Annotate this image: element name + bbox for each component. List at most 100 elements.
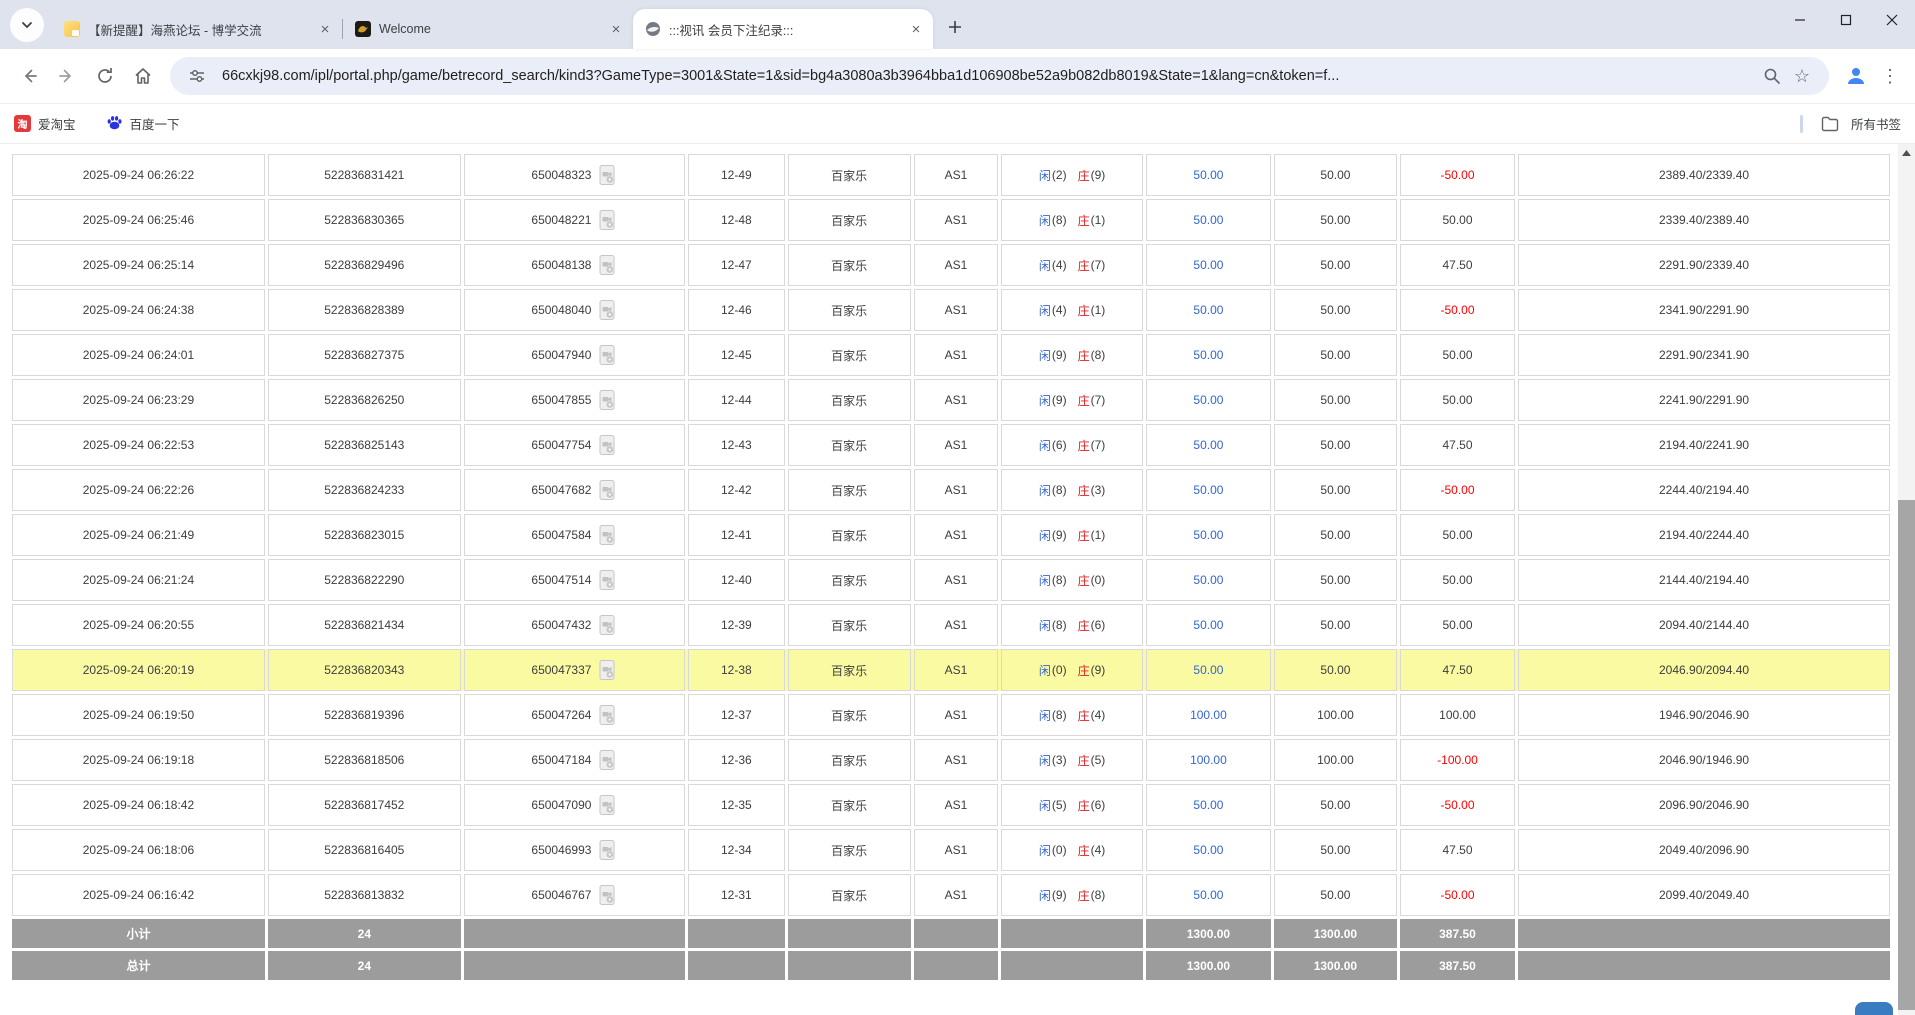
- bet-p_label: 闲: [1038, 483, 1051, 498]
- new-tab-button[interactable]: [941, 13, 969, 41]
- video-replay-icon[interactable]: [597, 569, 617, 591]
- video-replay-icon[interactable]: [597, 749, 617, 771]
- bet-record-table: 2025-09-24 06:26:22 522836831421 650048323…: [12, 154, 1890, 983]
- minimize-button[interactable]: [1777, 0, 1823, 40]
- video-replay-icon[interactable]: [597, 839, 617, 861]
- video-replay-icon[interactable]: [597, 209, 617, 231]
- bet-p_label: 闲: [1038, 168, 1051, 183]
- video-replay-icon[interactable]: [597, 884, 617, 906]
- tab-title: 【新提醒】海燕论坛 - 博学交流: [88, 23, 262, 38]
- cell-valid: 50.00: [1273, 604, 1397, 646]
- video-replay-icon[interactable]: [597, 389, 617, 411]
- close-icon[interactable]: ×: [320, 20, 330, 38]
- video-replay-icon[interactable]: [597, 164, 617, 186]
- table-row: 2025-09-24 06:22:26 522836824233 650047682…: [12, 469, 1890, 511]
- bet-p_label: 闲: [1038, 753, 1051, 768]
- bet-p_label: 闲: [1038, 438, 1051, 453]
- cell-bet: 闲 (9) 庄 (8): [1001, 334, 1143, 376]
- bookmarks-bar: 淘 爱淘宝 百度一下 所有书签: [0, 104, 1915, 144]
- back-to-top-button[interactable]: [1855, 1002, 1893, 1015]
- bet-b: (7): [1090, 258, 1106, 272]
- cell-account: AS1: [913, 469, 999, 511]
- forward-button[interactable]: [48, 57, 86, 95]
- tab-forum[interactable]: 【新提醒】海燕论坛 - 博学交流 ×: [52, 9, 342, 49]
- maximize-icon: [1840, 14, 1852, 26]
- round-number: 650048138: [531, 258, 592, 272]
- zoom-icon[interactable]: [1757, 61, 1787, 91]
- bet-p_label: 闲: [1038, 213, 1051, 228]
- round-number: 650047337: [531, 663, 592, 677]
- round-number: 650048221: [531, 213, 592, 227]
- url-text[interactable]: 66cxkj98.com/ipl/portal.php/game/betreco…: [222, 68, 1340, 84]
- menu-kebab-icon[interactable]: ⋮: [1881, 65, 1899, 86]
- maximize-button[interactable]: [1823, 0, 1869, 40]
- video-replay-icon[interactable]: [597, 344, 617, 366]
- bookmark-taobao[interactable]: 淘 爱淘宝: [14, 114, 76, 133]
- cell-game: 百家乐: [787, 694, 911, 736]
- summary-cell-valid: 1300.00: [1273, 951, 1397, 980]
- cell-balance: 2194.40/2241.90: [1518, 424, 1890, 466]
- cell-round_no: 650047855: [463, 379, 686, 421]
- bookmark-star-icon[interactable]: ☆: [1793, 65, 1811, 86]
- video-replay-icon[interactable]: [597, 794, 617, 816]
- video-replay-icon[interactable]: [597, 479, 617, 501]
- video-replay-icon[interactable]: [597, 704, 617, 726]
- summary-cell-empty: [688, 919, 785, 948]
- cell-order_no: 522836827375: [267, 334, 461, 376]
- cell-order_no: 522836813832: [267, 874, 461, 916]
- video-replay-icon[interactable]: [597, 434, 617, 456]
- profile-avatar[interactable]: [1837, 57, 1875, 95]
- bookmark-baidu[interactable]: 百度一下: [106, 114, 180, 134]
- cell-table_no: 12-49: [688, 154, 785, 196]
- video-replay-icon[interactable]: [597, 524, 617, 546]
- cell-table_no: 12-40: [688, 559, 785, 601]
- cell-round_no: 650047584: [463, 514, 686, 556]
- cell-game: 百家乐: [787, 424, 911, 466]
- page-content: 2025-09-24 06:26:22 522836831421 650048323…: [0, 144, 1915, 1015]
- video-replay-icon[interactable]: [597, 659, 617, 681]
- scrollbar-thumb[interactable]: [1898, 500, 1915, 1010]
- scrollbar-up-button[interactable]: [1898, 144, 1915, 161]
- cell-balance: 2099.40/2049.40: [1518, 874, 1890, 916]
- close-icon[interactable]: ×: [911, 20, 921, 38]
- back-button[interactable]: [10, 57, 48, 95]
- bet-p_label: 闲: [1038, 303, 1051, 318]
- tab-betrecord-active[interactable]: :::视讯 会员下注纪录::: ×: [633, 9, 933, 49]
- summary-cell-winloss: 387.50: [1399, 951, 1516, 980]
- video-replay-icon[interactable]: [597, 299, 617, 321]
- video-replay-icon[interactable]: [597, 614, 617, 636]
- bet-b: (1): [1090, 213, 1106, 227]
- summary-row: 小计 24 1300.00 1300.00 387.50: [12, 919, 1890, 948]
- all-bookmarks[interactable]: 所有书签: [1799, 114, 1901, 133]
- address-bar[interactable]: 66cxkj98.com/ipl/portal.php/game/betreco…: [170, 57, 1829, 95]
- folder-icon: [1821, 116, 1839, 131]
- reload-button[interactable]: [86, 57, 124, 95]
- cell-balance: 1946.90/2046.90: [1518, 694, 1890, 736]
- table-row: 2025-09-24 06:24:01 522836827375 650047940…: [12, 334, 1890, 376]
- video-replay-icon[interactable]: [597, 254, 617, 276]
- globe-favicon-icon: [645, 21, 661, 37]
- close-icon[interactable]: ×: [611, 20, 621, 38]
- cell-round_no: 650048138: [463, 244, 686, 286]
- cell-time: 2025-09-24 06:25:46: [12, 199, 265, 241]
- scrollbar[interactable]: [1898, 144, 1915, 1015]
- cell-winloss: 47.50: [1399, 829, 1516, 871]
- close-window-button[interactable]: [1869, 0, 1915, 40]
- tab-welcome[interactable]: Welcome ×: [343, 9, 633, 49]
- cell-game: 百家乐: [787, 514, 911, 556]
- tab-search-button[interactable]: [10, 8, 44, 42]
- cell-account: AS1: [913, 694, 999, 736]
- cell-bet: 闲 (9) 庄 (7): [1001, 379, 1143, 421]
- cell-round_no: 650048040: [463, 289, 686, 331]
- bet-b: (9): [1090, 663, 1106, 677]
- cell-balance: 2341.90/2291.90: [1518, 289, 1890, 331]
- home-button[interactable]: [124, 57, 162, 95]
- cell-order_no: 522836817452: [267, 784, 461, 826]
- home-icon: [135, 68, 151, 84]
- cell-round_no: 650047090: [463, 784, 686, 826]
- site-info-icon[interactable]: [182, 61, 212, 91]
- bet-b_label: 庄: [1077, 438, 1090, 453]
- bet-p_label: 闲: [1038, 663, 1051, 678]
- summary-cell-empty: [787, 951, 911, 980]
- summary-cell-amount: 1300.00: [1145, 919, 1271, 948]
